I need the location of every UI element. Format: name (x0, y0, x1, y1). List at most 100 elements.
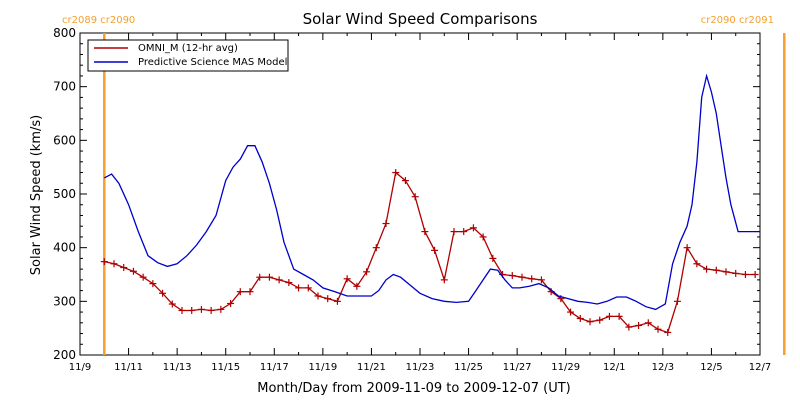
data-point (673, 297, 681, 305)
data-point (431, 246, 439, 254)
carrington-label-right: cr2090 cr2091 (701, 15, 774, 26)
data-point (732, 269, 740, 277)
data-point (489, 254, 497, 262)
data-point (411, 193, 419, 201)
data-point (460, 228, 468, 236)
y-axis-ticks: 200 300 400 500 600 700 800 (53, 26, 760, 362)
chart-title: Solar Wind Speed Comparisons (303, 10, 538, 28)
data-point (392, 169, 400, 177)
data-point (654, 325, 662, 333)
y-tick-label: 500 (53, 187, 76, 201)
data-point (586, 318, 594, 326)
data-point (168, 300, 176, 308)
data-point (188, 306, 196, 314)
x-tick-label: 11/17 (260, 362, 289, 373)
data-point (567, 308, 575, 316)
data-point (703, 265, 711, 273)
data-point (664, 328, 672, 336)
data-point (120, 264, 128, 272)
x-tick-label: 11/9 (69, 362, 91, 373)
y-axis-label: Solar Wind Speed (km/s) (29, 115, 44, 275)
series-lines (100, 73, 760, 336)
data-point (382, 220, 390, 228)
data-point (100, 258, 108, 266)
data-point (149, 280, 157, 288)
data-point (236, 288, 244, 296)
data-point (401, 177, 409, 185)
data-point (353, 282, 361, 290)
carrington-label-left: cr2089 cr2090 (62, 15, 135, 26)
data-point (227, 299, 235, 307)
data-point (518, 273, 526, 281)
data-point (741, 271, 749, 278)
data-point (683, 244, 691, 252)
x-tick-label: 12/5 (700, 362, 722, 373)
legend-label-omni: OMNI_M (12-hr avg) (138, 43, 238, 54)
data-point (275, 276, 283, 284)
y-tick-label: 800 (53, 26, 76, 40)
x-tick-label: 12/3 (652, 362, 674, 373)
data-point (285, 279, 293, 287)
data-point (751, 271, 759, 278)
x-tick-label: 11/21 (357, 362, 386, 373)
data-point (421, 228, 429, 236)
data-point (129, 267, 137, 275)
data-point (712, 266, 720, 274)
data-point (197, 305, 205, 313)
data-point (110, 260, 118, 268)
data-point (324, 295, 332, 303)
x-tick-label: 11/15 (211, 362, 240, 373)
data-point (256, 273, 264, 281)
data-point (537, 276, 545, 284)
y-tick-label: 300 (53, 294, 76, 308)
data-point (528, 275, 536, 283)
data-point (508, 272, 516, 280)
y-tick-label: 400 (53, 241, 76, 255)
data-point (217, 305, 225, 313)
carrington-lines (103, 33, 786, 355)
plot-frame (79, 32, 761, 356)
data-point (635, 321, 643, 329)
legend-box (87, 39, 289, 72)
x-axis-label: Month/Day from 2009-11-09 to 2009-12-07 … (257, 381, 570, 396)
data-point (159, 289, 167, 297)
data-point (576, 315, 584, 323)
data-point (139, 273, 147, 281)
x-tick-label: 11/13 (163, 362, 192, 373)
data-point (304, 284, 312, 292)
x-axis-ticks: 11/9 11/11 11/13 11/15 11/17 11/19 11/21 11/23 1… (69, 33, 771, 373)
data-point (596, 316, 604, 324)
series-line-1 (103, 73, 760, 311)
data-point (265, 273, 273, 281)
data-point (440, 276, 448, 284)
legend: OMNI_M (12-hr avg) Predictive Science MA… (87, 39, 289, 72)
data-point (469, 224, 477, 232)
x-tick-label: 11/19 (308, 362, 337, 373)
data-point (372, 244, 380, 252)
x-tick-label: 11/27 (503, 362, 532, 373)
data-point (479, 233, 487, 241)
data-point (625, 323, 633, 331)
x-tick-label: 11/25 (454, 362, 483, 373)
data-point (693, 260, 701, 268)
data-point (295, 284, 303, 292)
x-tick-label: 12/7 (749, 362, 771, 373)
data-point (333, 297, 341, 305)
data-point (314, 292, 322, 300)
data-point (343, 275, 351, 283)
y-tick-label: 200 (53, 348, 76, 362)
data-point (615, 312, 623, 320)
data-point (363, 268, 371, 276)
data-point (178, 306, 186, 314)
data-point (722, 268, 730, 276)
y-tick-label: 700 (53, 80, 76, 94)
legend-label-mas: Predictive Science MAS Model (138, 57, 287, 68)
data-point (644, 319, 652, 327)
x-tick-label: 12/1 (603, 362, 625, 373)
data-point (246, 288, 254, 296)
y-tick-label: 600 (53, 133, 76, 147)
x-tick-label: 11/23 (406, 362, 435, 373)
x-tick-label: 11/29 (551, 362, 580, 373)
